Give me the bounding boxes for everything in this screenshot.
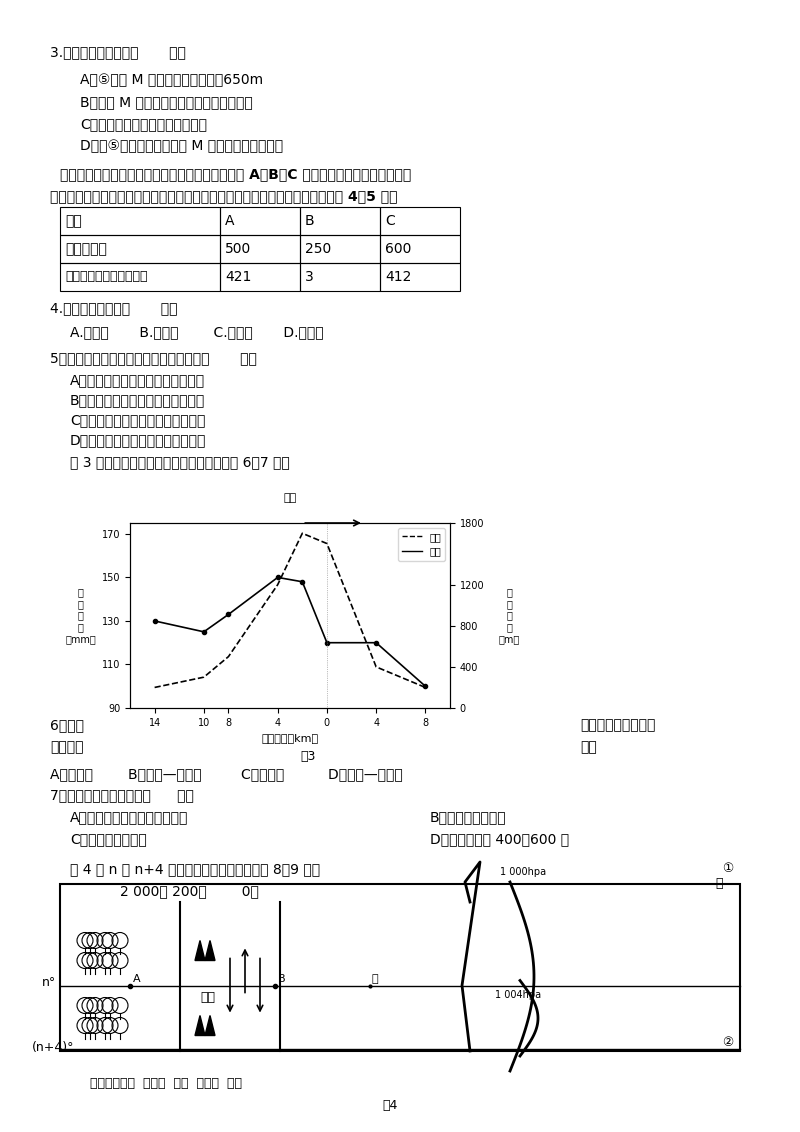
- Bar: [60, 207, 220, 235]
- Text: D．由⑤居民点取近道攀登 M 山忽上忽下较耗体力: D．由⑤居民点取近道攀登 M 山忽上忽下较耗体力: [80, 139, 283, 153]
- Text: 图4: 图4: [382, 1099, 398, 1112]
- Bar: [380, 235, 460, 263]
- Text: D．变质作用、地壳上升、风化作用: D．变质作用、地壳上升、风化作用: [70, 434, 206, 447]
- Polygon shape: [195, 941, 205, 960]
- Text: 地点: 地点: [65, 214, 82, 228]
- Text: 景观为（: 景观为（: [50, 740, 83, 754]
- Text: 甲: 甲: [372, 975, 378, 985]
- Text: C: C: [385, 214, 394, 228]
- Polygon shape: [205, 941, 215, 960]
- Bar: [300, 207, 380, 235]
- Bar: [220, 235, 300, 263]
- Legend: 高度, 雨量: 高度, 雨量: [398, 528, 445, 560]
- Text: 250: 250: [305, 242, 331, 256]
- Text: 河流: 河流: [200, 990, 215, 1004]
- Text: 1 004hpa: 1 004hpa: [495, 990, 541, 1001]
- Text: ）。: ）。: [580, 740, 597, 754]
- Text: 地质勘探小组在自西向东水平距离各相差五百米的 A、B、C 三地对某沉积岩层进行探测。: 地质勘探小组在自西向东水平距离各相差五百米的 A、B、C 三地对某沉积岩层进行探…: [60, 168, 411, 181]
- Text: 1 000hpa: 1 000hpa: [500, 867, 546, 877]
- Text: 地所处自然带的自然: 地所处自然带的自然: [580, 718, 655, 732]
- Text: ①: ①: [722, 861, 734, 875]
- Text: D．高度范围是 400～600 米: D．高度范围是 400～600 米: [430, 832, 569, 846]
- Text: 412: 412: [385, 271, 411, 284]
- Text: 某沉积层埋藏深度（米）: 某沉积层埋藏深度（米）: [65, 271, 147, 283]
- Text: B．站在 M 山顶可以通视图中的所有居民点: B．站在 M 山顶可以通视图中的所有居民点: [80, 95, 253, 109]
- Text: 2 000米 200米        0米: 2 000米 200米 0米: [120, 884, 259, 898]
- Text: ②: ②: [722, 1036, 734, 1049]
- Bar: [60, 884, 740, 1050]
- Text: B．位于山坡最陡处: B．位于山坡最陡处: [430, 811, 506, 824]
- Text: B．沉积作用、地壳运动、变质作用: B．沉积作用、地壳运动、变质作用: [70, 393, 206, 408]
- Text: B: B: [278, 975, 286, 985]
- Text: A．⑤地和 M 之间的相对高度约为650m: A．⑤地和 M 之间的相对高度约为650m: [80, 72, 263, 87]
- Text: A: A: [133, 975, 141, 985]
- Bar: [380, 263, 460, 291]
- Text: C．图中河流干流从西北流向东南: C．图中河流干流从西北流向东南: [80, 117, 207, 131]
- Text: (n+4)°: (n+4)°: [32, 1041, 74, 1054]
- Text: C．沉积作用、地壳运动、侵蚀作用: C．沉积作用、地壳运动、侵蚀作用: [70, 413, 206, 427]
- Text: 3: 3: [305, 271, 314, 284]
- Text: 7．降水垂直变化最大处（      ）。: 7．降水垂直变化最大处（ ）。: [50, 788, 194, 801]
- Y-axis label: 海
拔
高
度
（m）: 海 拔 高 度 （m）: [498, 588, 520, 644]
- Bar: [300, 235, 380, 263]
- Bar: [60, 263, 220, 291]
- Text: 500: 500: [225, 242, 251, 256]
- Text: A: A: [225, 214, 234, 228]
- Text: 海拔（米）: 海拔（米）: [65, 242, 107, 256]
- Text: 数据如下表，其中的沉积岩埋藏深度是指岩层距离地面的垂直距离。读表，完成 4～5 题。: 数据如下表，其中的沉积岩埋藏深度是指岩层距离地面的垂直距离。读表，完成 4～5 …: [50, 189, 398, 203]
- Polygon shape: [205, 1015, 215, 1036]
- Text: 图3: 图3: [300, 751, 315, 763]
- Text: 乙: 乙: [715, 877, 722, 890]
- Bar: [60, 235, 220, 263]
- Text: 图 3 为某山地南北坡降水量图，读图，回答 6～7 题。: 图 3 为某山地南北坡降水量图，读图，回答 6～7 题。: [70, 455, 290, 469]
- Bar: [380, 207, 460, 235]
- Text: 5．对该地貌形成过程的叙述，合理的是（       ）。: 5．对该地貌形成过程的叙述，合理的是（ ）。: [50, 351, 257, 365]
- Bar: [220, 207, 300, 235]
- Polygon shape: [195, 1015, 205, 1036]
- Text: 风向: 风向: [283, 492, 297, 503]
- Text: 图例：落叶林  常绿林  洋流  冲积岛  聚落: 图例：落叶林 常绿林 洋流 冲积岛 聚落: [90, 1077, 242, 1090]
- Text: 3.下列叙述正确的是（       ）。: 3.下列叙述正确的是（ ）。: [50, 45, 186, 59]
- Text: 600: 600: [385, 242, 411, 256]
- Text: n°: n°: [42, 976, 56, 989]
- Bar: [300, 263, 380, 291]
- Y-axis label: 年
降
水
量
（mm）: 年 降 水 量 （mm）: [66, 588, 96, 644]
- Text: A．森林带        B．森林—草原带         C．草原带          D．草原—荒漠带: A．森林带 B．森林—草原带 C．草原带 D．草原—荒漠带: [50, 767, 402, 781]
- Bar: [220, 263, 300, 291]
- Text: A．岩浆活动、地壳上升、侵蚀作用: A．岩浆活动、地壳上升、侵蚀作用: [70, 374, 205, 387]
- Text: 6．该山: 6．该山: [50, 718, 84, 732]
- Text: A.向斜谷       B.背斜谷        C.向斜山       D.背斜山: A.向斜谷 B.背斜谷 C.向斜山 D.背斜山: [70, 325, 324, 338]
- Text: 图 4 中 n 和 n+4 为两个不同纬度，读图完成 8～9 题。: 图 4 中 n 和 n+4 为两个不同纬度，读图完成 8～9 题。: [70, 861, 320, 876]
- Text: 421: 421: [225, 271, 251, 284]
- Text: A．降水量随高度的增加而减少: A．降水量随高度的增加而减少: [70, 811, 188, 824]
- X-axis label: 水平距离（km）: 水平距离（km）: [262, 734, 318, 744]
- Text: B: B: [305, 214, 314, 228]
- Text: 4.该区域可能属于（       ）。: 4.该区域可能属于（ ）。: [50, 301, 178, 315]
- Text: C．位于山地背风坡: C．位于山地背风坡: [70, 832, 146, 846]
